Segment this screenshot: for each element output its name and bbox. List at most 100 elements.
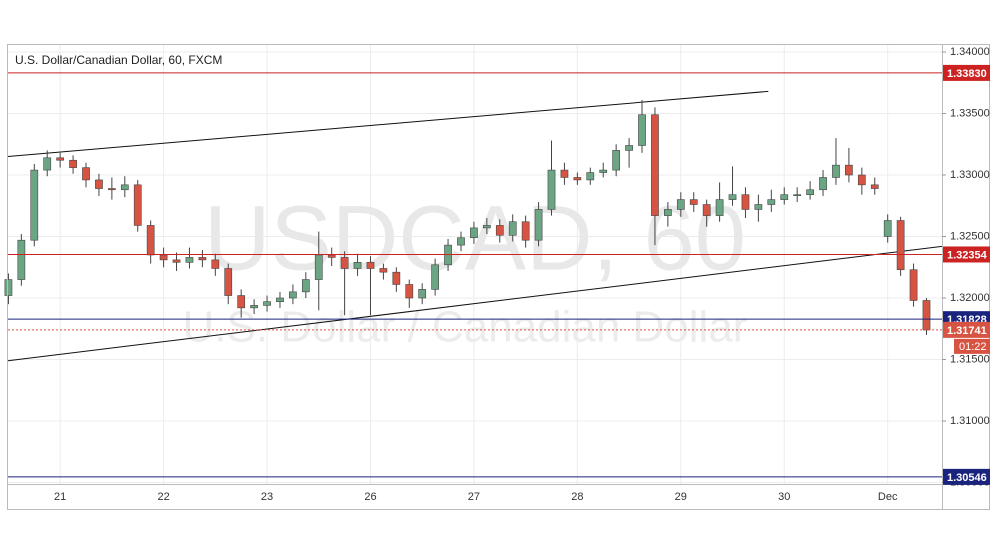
price-label-box bbox=[943, 468, 990, 485]
candle-body bbox=[276, 297, 284, 303]
price-label: 1.30546 bbox=[947, 472, 987, 484]
candle-body bbox=[806, 189, 814, 195]
candle-body bbox=[676, 199, 685, 210]
candle-body bbox=[211, 259, 220, 269]
candle-body bbox=[909, 269, 918, 301]
axes: 21 22 23 26 27 28 29 30 Dec 1.34000 1.33500 1.33000… bbox=[54, 46, 990, 503]
candle-body bbox=[237, 295, 246, 309]
candle-body bbox=[625, 145, 633, 151]
candle-body bbox=[301, 279, 310, 293]
candle-body bbox=[82, 167, 90, 181]
candle-body bbox=[108, 188, 116, 191]
x-tick-label: 26 bbox=[364, 491, 376, 503]
y-tick-label: 1.31000 bbox=[950, 415, 990, 427]
price-label: 1.32354 bbox=[947, 249, 988, 261]
candle-body bbox=[521, 221, 530, 241]
grid bbox=[8, 44, 942, 484]
price-label: 1.31741 bbox=[947, 325, 987, 337]
watermark-subtitle: U.S. Dollar / Canadian Dollar bbox=[183, 303, 748, 352]
candle-body bbox=[470, 227, 478, 239]
candle-body bbox=[95, 179, 103, 189]
candle-body bbox=[664, 209, 672, 216]
candle-body bbox=[392, 271, 401, 285]
watermark: USDCAD, 60 bbox=[204, 187, 746, 289]
candle-body bbox=[508, 221, 517, 236]
candle-body bbox=[793, 194, 802, 196]
candle-body bbox=[845, 164, 853, 176]
candle-body bbox=[69, 159, 77, 168]
candle-body bbox=[120, 184, 129, 191]
candle-body bbox=[638, 114, 646, 146]
candle-body bbox=[353, 262, 362, 269]
candle-body bbox=[250, 305, 258, 309]
candle-body bbox=[573, 177, 582, 181]
candle-body bbox=[224, 268, 233, 296]
candle-body bbox=[482, 225, 491, 229]
y-tick-label: 1.31500 bbox=[950, 353, 990, 365]
candle-body bbox=[340, 257, 349, 269]
countdown: 01:22 bbox=[959, 341, 987, 353]
candle-body bbox=[547, 169, 556, 210]
candle-body bbox=[314, 254, 323, 280]
frame bbox=[7, 44, 990, 510]
candle-body bbox=[405, 284, 414, 299]
candle-body bbox=[56, 157, 65, 161]
x-tick-label: 22 bbox=[157, 491, 169, 503]
candle-body bbox=[198, 257, 207, 261]
candle-body bbox=[870, 184, 879, 189]
candle-body bbox=[780, 194, 789, 200]
candle-body bbox=[159, 254, 168, 261]
x-tick-label: 29 bbox=[675, 491, 687, 503]
candle-body bbox=[457, 237, 465, 246]
candle-body bbox=[560, 169, 569, 178]
candle-body bbox=[819, 177, 827, 191]
x-tick-label: 21 bbox=[54, 491, 66, 503]
price-label-box bbox=[943, 246, 990, 263]
y-tick-label: 1.33500 bbox=[950, 107, 990, 119]
candle-body bbox=[379, 268, 388, 273]
x-tick-label: 30 bbox=[778, 491, 790, 503]
price-label-box bbox=[943, 64, 990, 81]
candle-body bbox=[431, 264, 439, 290]
candle-body bbox=[263, 301, 271, 306]
y-tick-label: 1.32000 bbox=[950, 292, 990, 304]
candle-body bbox=[133, 184, 142, 226]
chart-title: U.S. Dollar/Canadian Dollar, 60, FXCM bbox=[15, 53, 222, 67]
y-tick-label: 1.33000 bbox=[950, 169, 990, 181]
x-tick-label: 28 bbox=[571, 491, 583, 503]
candle-body bbox=[922, 300, 931, 331]
x-tick-label: Dec bbox=[878, 491, 898, 503]
candle-body bbox=[327, 254, 336, 258]
candle-body bbox=[30, 169, 39, 241]
candle-body bbox=[185, 257, 194, 263]
candle-body bbox=[172, 259, 181, 263]
candle-body bbox=[289, 291, 297, 299]
x-tick-label: 27 bbox=[468, 491, 480, 503]
candle-body bbox=[17, 239, 26, 280]
candle-body bbox=[146, 225, 155, 256]
candle-body bbox=[586, 172, 595, 181]
x-tick-label: 23 bbox=[261, 491, 273, 503]
candle-body bbox=[599, 169, 608, 173]
candle-body bbox=[857, 174, 866, 186]
candle-body bbox=[754, 204, 763, 210]
candle-body bbox=[366, 262, 375, 269]
candle-body bbox=[495, 225, 504, 236]
y-tick-label: 1.34000 bbox=[950, 46, 990, 58]
candle-body bbox=[896, 220, 905, 271]
candle-body bbox=[418, 289, 427, 299]
price-label: 1.33830 bbox=[947, 68, 987, 80]
candle-body bbox=[715, 199, 724, 216]
candle-body bbox=[534, 209, 543, 241]
candle-body bbox=[612, 150, 621, 171]
candle-body bbox=[883, 220, 892, 237]
candle-body bbox=[702, 204, 711, 216]
candle-body bbox=[832, 164, 840, 178]
candle-body bbox=[728, 194, 737, 200]
y-tick-label: 1.32500 bbox=[950, 230, 990, 242]
candle-body bbox=[4, 279, 13, 296]
trendline bbox=[7, 245, 943, 362]
candle-body bbox=[741, 194, 750, 210]
